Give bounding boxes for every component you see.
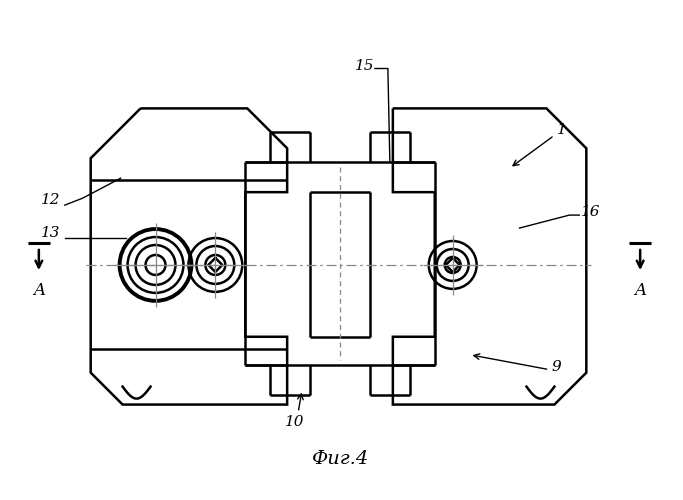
Text: A: A bbox=[635, 282, 646, 300]
Text: 16: 16 bbox=[581, 205, 601, 219]
Text: 1: 1 bbox=[557, 124, 567, 138]
Text: 10: 10 bbox=[285, 414, 305, 428]
Text: 13: 13 bbox=[41, 226, 60, 240]
Text: A: A bbox=[33, 282, 45, 300]
Text: 9: 9 bbox=[551, 360, 561, 374]
Text: 15: 15 bbox=[355, 58, 374, 72]
Text: 12: 12 bbox=[41, 193, 60, 207]
Text: Фиг.4: Фиг.4 bbox=[312, 450, 370, 468]
